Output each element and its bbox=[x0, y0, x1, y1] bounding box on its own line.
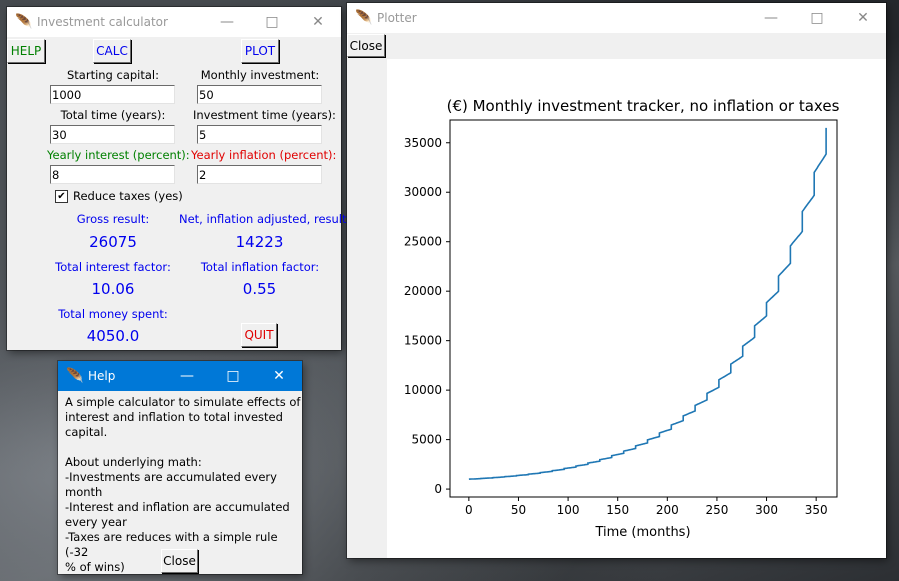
yearly-inflation-input[interactable] bbox=[197, 165, 322, 184]
investment-time-input[interactable] bbox=[197, 125, 322, 144]
monthly-investment-label: Monthly investment: bbox=[200, 68, 320, 82]
feather-icon: 🪶 bbox=[66, 368, 84, 384]
help-button[interactable]: HELP bbox=[7, 39, 45, 63]
x-tick-label: 50 bbox=[511, 503, 526, 517]
reduce-taxes-checkbox[interactable]: ✔ bbox=[55, 190, 68, 203]
y-tick-label: 0 bbox=[434, 482, 442, 496]
reduce-taxes-label: Reduce taxes (yes) bbox=[73, 189, 183, 203]
y-tick-label: 10000 bbox=[404, 383, 442, 397]
investment-calculator-window: 🪶 Investment calculator — □ ✕ HELP CALC … bbox=[7, 7, 351, 350]
x-axis-label: Time (months) bbox=[594, 525, 690, 540]
money-spent-value: 4050.0 bbox=[86, 327, 140, 345]
investment-chart: (€) Monthly investment tracker, no infla… bbox=[404, 97, 840, 540]
total-time-input[interactable] bbox=[50, 125, 175, 144]
plotter-window: 🪶 Plotter — □ ✕ Close (€) Monthly invest… bbox=[347, 3, 886, 558]
feather-icon: 🪶 bbox=[15, 14, 33, 30]
total-inflation-factor-label: Total inflation factor: bbox=[200, 260, 320, 274]
y-tick-label: 15000 bbox=[404, 334, 442, 348]
series-line bbox=[468, 127, 827, 480]
minimize-icon[interactable]: — bbox=[764, 10, 778, 26]
close-icon[interactable]: ✕ bbox=[312, 14, 324, 30]
maximize-icon[interactable]: □ bbox=[265, 14, 279, 30]
interest-factor-value: 10.06 bbox=[91, 280, 135, 298]
quit-button[interactable]: QUIT bbox=[241, 323, 277, 347]
total-interest-factor-label: Total interest factor: bbox=[55, 260, 171, 274]
calculator-titlebar[interactable]: 🪶 Investment calculator — □ ✕ bbox=[7, 7, 341, 37]
x-tick-label: 150 bbox=[606, 503, 629, 517]
close-icon[interactable]: ✕ bbox=[273, 368, 285, 384]
starting-capital-input[interactable] bbox=[50, 85, 175, 104]
chart-axes: 0 50 100 150 200 250 300 350 0 5000 10000 15000 2000… bbox=[404, 119, 838, 517]
maximize-icon[interactable]: □ bbox=[226, 368, 240, 384]
x-tick-label: 200 bbox=[656, 503, 679, 517]
plotter-title: Plotter bbox=[377, 11, 417, 25]
gross-result-label: Gross result: bbox=[76, 212, 150, 226]
starting-capital-label: Starting capital: bbox=[66, 68, 160, 82]
investment-time-label: Investment time (years): bbox=[193, 108, 336, 122]
net-result-label: Net, inflation adjusted, result: bbox=[179, 212, 351, 226]
chart-title: (€) Monthly investment tracker, no infla… bbox=[447, 97, 840, 115]
plot-button[interactable]: PLOT bbox=[241, 39, 279, 63]
monthly-investment-input[interactable] bbox=[197, 85, 322, 104]
help-titlebar[interactable]: 🪶 Help — □ ✕ bbox=[58, 361, 302, 391]
yearly-interest-label: Yearly interest (percent): bbox=[47, 148, 190, 162]
yearly-interest-input[interactable] bbox=[50, 165, 175, 184]
y-tick-label: 25000 bbox=[404, 235, 442, 249]
x-tick-label: 0 bbox=[465, 503, 473, 517]
feather-icon: 🪶 bbox=[355, 10, 373, 26]
help-text: A simple calculator to simulate effects … bbox=[65, 395, 301, 574]
gross-result-value: 26075 bbox=[89, 233, 137, 251]
net-result-value: 14223 bbox=[235, 233, 284, 251]
maximize-icon[interactable]: □ bbox=[810, 10, 824, 26]
y-tick-label: 20000 bbox=[404, 284, 442, 298]
minimize-icon[interactable]: — bbox=[180, 368, 194, 384]
inflation-factor-value: 0.55 bbox=[242, 280, 277, 298]
total-money-spent-label: Total money spent: bbox=[58, 307, 168, 321]
plotter-titlebar[interactable]: 🪶 Plotter — □ ✕ bbox=[347, 3, 886, 33]
calculator-title: Investment calculator bbox=[37, 15, 168, 29]
plotter-close-button[interactable]: Close bbox=[347, 34, 385, 57]
help-window: 🪶 Help — □ ✕ A simple calculator to simu… bbox=[58, 361, 302, 574]
calc-button[interactable]: CALC bbox=[93, 39, 131, 63]
help-title: Help bbox=[88, 369, 116, 383]
y-tick-label: 35000 bbox=[404, 136, 442, 150]
plot-canvas: (€) Monthly investment tracker, no infla… bbox=[387, 59, 886, 558]
yearly-inflation-label: Yearly inflation (percent): bbox=[191, 148, 337, 162]
x-tick-label: 100 bbox=[557, 503, 580, 517]
help-close-button[interactable]: Close bbox=[161, 549, 198, 573]
y-tick-label: 30000 bbox=[404, 185, 442, 199]
x-tick-label: 350 bbox=[805, 503, 828, 517]
close-icon[interactable]: ✕ bbox=[857, 10, 869, 26]
minimize-icon[interactable]: — bbox=[220, 14, 234, 30]
total-time-label: Total time (years): bbox=[60, 108, 166, 122]
x-tick-label: 300 bbox=[755, 503, 778, 517]
plot-frame bbox=[449, 119, 838, 498]
y-tick-label: 5000 bbox=[411, 433, 442, 447]
x-tick-label: 250 bbox=[705, 503, 728, 517]
